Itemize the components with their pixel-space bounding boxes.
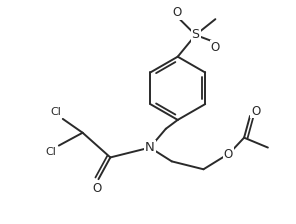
Text: O: O bbox=[93, 181, 102, 195]
Text: Cl: Cl bbox=[50, 107, 61, 117]
Text: S: S bbox=[192, 28, 200, 41]
Text: O: O bbox=[223, 148, 233, 161]
Text: O: O bbox=[211, 41, 220, 54]
Text: Cl: Cl bbox=[46, 146, 56, 157]
Text: O: O bbox=[172, 6, 181, 19]
Text: O: O bbox=[251, 105, 260, 118]
Text: N: N bbox=[145, 141, 155, 154]
